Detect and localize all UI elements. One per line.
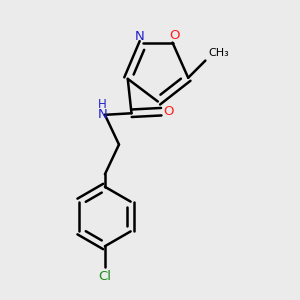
Text: N: N — [98, 108, 107, 121]
Text: CH₃: CH₃ — [208, 48, 229, 58]
Text: O: O — [169, 29, 179, 42]
Text: H: H — [98, 98, 107, 111]
Text: O: O — [163, 105, 173, 118]
Text: Cl: Cl — [98, 270, 111, 283]
Text: N: N — [134, 31, 144, 44]
